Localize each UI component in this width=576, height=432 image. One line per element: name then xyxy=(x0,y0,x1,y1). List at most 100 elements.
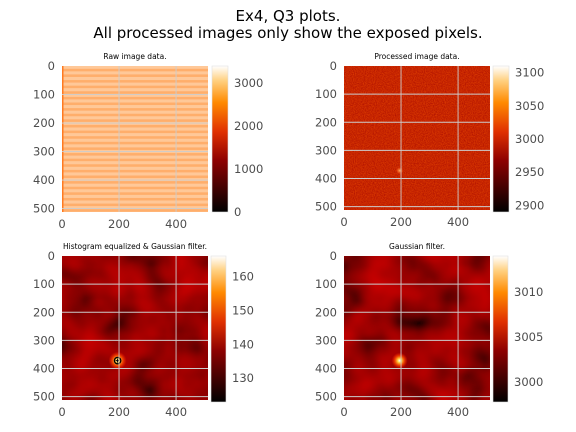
y-tick-label: 0 xyxy=(48,59,55,73)
y-tick-label: 500 xyxy=(315,200,337,214)
colorbar-tick-label: 130 xyxy=(232,371,254,385)
x-tick-label: 200 xyxy=(390,215,412,229)
hotspot xyxy=(391,352,408,369)
colorbar-tick-label: 0 xyxy=(234,205,241,219)
y-tick-label: 0 xyxy=(48,249,55,263)
colorbar xyxy=(492,255,509,403)
colorbar-tick-label: 150 xyxy=(232,303,254,317)
image-stripe xyxy=(62,74,208,77)
image-noise xyxy=(344,66,490,210)
colorbar-tick-label: 3005 xyxy=(514,330,543,344)
x-tick-label: 400 xyxy=(447,405,469,419)
image-stripe xyxy=(62,158,208,162)
image-edge-column xyxy=(62,66,64,212)
y-tick-label: 100 xyxy=(33,277,55,291)
colorbar xyxy=(492,65,510,213)
hotspot xyxy=(395,166,404,175)
y-tick-label: 300 xyxy=(33,145,55,159)
colorbar xyxy=(210,255,227,403)
colorbar-tick-label: 3000 xyxy=(234,76,263,90)
colorbar-tick-label: 3050 xyxy=(515,99,544,113)
image-stripe xyxy=(62,181,208,184)
image-stripe xyxy=(62,164,208,167)
colorbar-tick-label: 2000 xyxy=(234,119,263,133)
y-tick-label: 100 xyxy=(315,87,337,101)
y-tick-label: 200 xyxy=(315,115,337,129)
x-tick-label: 400 xyxy=(165,217,187,231)
panel-title: Gaussian filter. xyxy=(389,242,445,251)
colorbar-tick-label: 3000 xyxy=(514,375,543,389)
image-stripe xyxy=(62,209,208,212)
image-stripe xyxy=(62,136,208,139)
colorbar-tick-label: 3100 xyxy=(515,66,544,80)
figure-title-line1: Ex4, Q3 plots. xyxy=(236,7,341,25)
image-stripe xyxy=(62,169,208,173)
image-stripe xyxy=(62,175,208,179)
image-stripe xyxy=(62,102,208,106)
y-tick-label: 400 xyxy=(33,173,55,187)
x-tick-label: 0 xyxy=(58,405,65,419)
colorbar-tick-label: 2900 xyxy=(515,198,544,212)
image-stripe xyxy=(62,147,208,150)
y-tick-label: 200 xyxy=(33,116,55,130)
y-tick-label: 300 xyxy=(315,333,337,347)
image-stripe xyxy=(62,96,208,100)
y-tick-label: 500 xyxy=(33,390,55,404)
colorbar-tick-label: 1000 xyxy=(234,162,263,176)
image-stripe xyxy=(62,124,208,128)
colorbar-tick-label: 3010 xyxy=(514,285,543,299)
image-stripe xyxy=(62,80,208,83)
y-tick-label: 500 xyxy=(315,390,337,404)
image-stripe xyxy=(62,141,208,145)
image-stripe xyxy=(62,85,208,89)
heatmap-panel-3: Histogram equalized & Gaussian filter. 0 2… xyxy=(33,242,254,419)
x-tick-label: 0 xyxy=(340,215,347,229)
image-blobs xyxy=(62,256,208,400)
y-tick-label: 300 xyxy=(315,143,337,157)
y-tick-label: 100 xyxy=(33,88,55,102)
y-tick-label: 400 xyxy=(315,362,337,376)
figure-title-line2: All processed images only show the expos… xyxy=(93,24,482,42)
x-tick-label: 400 xyxy=(447,215,469,229)
image-stripe xyxy=(62,197,208,201)
colorbar-tick-label: 160 xyxy=(232,269,254,283)
image-stripe xyxy=(62,186,208,190)
y-tick-label: 400 xyxy=(315,172,337,186)
y-tick-label: 200 xyxy=(33,305,55,319)
image-stripe xyxy=(62,192,208,195)
panel-title: Raw image data. xyxy=(103,52,166,61)
y-tick-label: 400 xyxy=(33,362,55,376)
image-stripe xyxy=(62,113,208,117)
image-stripe xyxy=(62,203,208,207)
colorbar-tick-label: 2950 xyxy=(515,165,544,179)
y-tick-label: 500 xyxy=(33,202,55,216)
heatmap-panel-4: Gaussian filter. 0 200 400 0 100 200 300 400 500 3… xyxy=(315,242,543,419)
y-tick-label: 100 xyxy=(315,277,337,291)
y-tick-label: 0 xyxy=(330,59,337,73)
x-tick-label: 200 xyxy=(108,405,130,419)
image-stripe xyxy=(62,130,208,134)
heatmap-panel-2: Processed image data. 0 200 400 0 100 200 300 40… xyxy=(315,52,544,229)
y-tick-label: 300 xyxy=(33,333,55,347)
image-stripe xyxy=(62,153,208,156)
image-stripe xyxy=(62,108,208,111)
y-tick-label: 200 xyxy=(315,305,337,319)
panel-title: Histogram equalized & Gaussian filter. xyxy=(63,242,207,251)
x-tick-label: 200 xyxy=(108,217,130,231)
y-tick-label: 0 xyxy=(330,249,337,263)
colorbar xyxy=(211,65,229,213)
image-stripe xyxy=(62,91,208,94)
colorbar-tick-label: 3000 xyxy=(515,132,544,146)
panel-title: Processed image data. xyxy=(374,52,459,61)
image-stripe xyxy=(62,68,208,72)
image-stripe xyxy=(62,119,208,122)
colorbar-tick-label: 140 xyxy=(232,337,254,351)
x-tick-label: 400 xyxy=(165,405,187,419)
x-tick-label: 200 xyxy=(390,405,412,419)
x-tick-label: 0 xyxy=(340,405,347,419)
x-tick-label: 0 xyxy=(58,217,65,231)
image-blobs xyxy=(344,256,490,400)
hotspot-ring xyxy=(113,356,122,365)
